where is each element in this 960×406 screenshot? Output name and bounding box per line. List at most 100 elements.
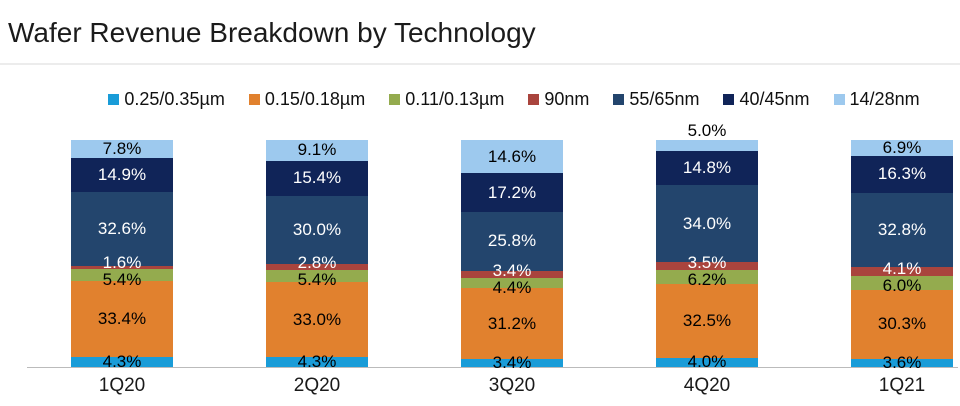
segment-value-label: 34.0% (682, 213, 732, 233)
segment-0.25/0.35µm (266, 357, 368, 367)
legend-item: 0.15/0.18µm (248, 89, 366, 110)
segment-0.25/0.35µm (461, 359, 563, 367)
legend-item: 55/65nm (613, 89, 699, 110)
segment-90nm (851, 267, 953, 277)
segment-value-label: 32.8% (877, 219, 927, 239)
segment-value-label: 17.2% (487, 182, 537, 202)
segment-value-label: 4.1% (882, 259, 922, 278)
segment-0.11/0.13µm (851, 276, 953, 291)
legend-swatch-icon (108, 94, 120, 105)
segment-value-label: 9.1% (297, 140, 337, 160)
segment-0.15/0.18µm (851, 290, 953, 359)
segment-value-label: 30.0% (292, 219, 342, 239)
x-axis-label: 1Q20 (98, 375, 146, 396)
segment-value-label: 4.4% (492, 277, 532, 297)
x-axis-label: 3Q20 (488, 375, 536, 396)
legend: 0.25/0.35µm 0.15/0.18µm 0.11/0.13µm 90nm 55/… (34, 89, 960, 110)
segment-0.15/0.18µm (266, 282, 368, 358)
chart-title: Wafer Revenue Breakdown by Technology (8, 17, 536, 48)
segment-0.11/0.13µm (461, 278, 563, 289)
segment-value-label: 3.6% (882, 352, 922, 372)
segment-14/28nm (461, 140, 563, 174)
segment-0.15/0.18µm (656, 284, 758, 358)
segment-0.15/0.18µm (71, 281, 173, 358)
legend-swatch-icon (528, 94, 540, 105)
segment-value-label: 6.0% (882, 276, 922, 295)
segment-value-label: 4.0% (687, 352, 727, 372)
x-axis-label: 4Q20 (683, 375, 731, 396)
segment-value-label: 32.5% (682, 311, 732, 331)
segment-value-label: 33.0% (292, 309, 342, 329)
segment-value-label: 4.3% (297, 352, 337, 372)
segment-value-label: 16.3% (877, 164, 927, 184)
segment-0.15/0.18µm (461, 288, 563, 360)
segment-55/65nm (266, 195, 368, 264)
x-axis-line (27, 367, 958, 368)
bar-2Q20: 9.1% 15.4% 30.0% 2.8% 5.4% 33.0% 4.3% (266, 140, 368, 371)
segment-55/65nm (71, 191, 173, 266)
segment-90nm (656, 262, 758, 271)
segment-value-label: 7.8% (102, 138, 142, 158)
segment-value-label: 32.6% (97, 218, 147, 238)
segment-value-label: 5.0% (687, 121, 727, 140)
legend-swatch-icon (248, 94, 260, 105)
segment-value-label: 6.2% (687, 270, 727, 290)
legend-item: 40/45nm (723, 89, 810, 110)
legend-label: 55/65nm (629, 89, 700, 109)
bar-3Q20: 14.6% 17.2% 25.8% 3.4% 4.4% 31.2% 3.4% (461, 140, 563, 372)
legend-swatch-icon (389, 94, 401, 105)
legend-label: 40/45nm (739, 89, 810, 109)
legend-swatch-icon (613, 94, 625, 105)
legend-item: 0.25/0.35µm (108, 89, 225, 110)
segment-value-label: 31.2% (487, 313, 537, 333)
segment-0.25/0.35µm (71, 357, 173, 367)
legend-label: 90nm (544, 89, 590, 109)
segment-0.11/0.13µm (266, 270, 368, 283)
segment-value-label: 4.3% (102, 352, 142, 372)
legend-swatch-icon (833, 94, 845, 105)
segment-0.25/0.35µm (656, 357, 758, 367)
legend-item: 90nm (528, 89, 589, 110)
segment-value-label: 30.3% (877, 314, 927, 334)
segment-14/28nm (71, 140, 173, 158)
segment-90nm (71, 265, 173, 270)
segment-14/28nm (656, 140, 758, 152)
legend-label: 0.15/0.18µm (264, 89, 366, 109)
segment-value-label: 5.4% (102, 269, 142, 289)
segment-value-label: 14.8% (682, 158, 732, 178)
chart-area: 7.8% 14.9% 32.6% 1.6% 5.4% 33.4% 4.3% 1Q20 9.1% 1… (0, 122, 960, 406)
x-axis-label: 2Q20 (293, 375, 341, 396)
segment-value-label: 5.4% (297, 270, 337, 290)
segment-90nm (266, 263, 368, 271)
segment-value-label: 3.4% (492, 353, 532, 373)
segment-14/28nm (851, 140, 953, 156)
segment-40/45nm (656, 151, 758, 185)
segment-value-label: 14.9% (97, 164, 147, 184)
segment-40/45nm (266, 160, 368, 196)
legend-label: 0.11/0.13µm (405, 89, 505, 109)
bar-1Q20: 7.8% 14.9% 32.6% 1.6% 5.4% 33.4% 4.3% (71, 139, 173, 371)
bar-1Q21: 6.9% 16.3% 32.8% 4.1% 6.0% 30.3% 3.6% (851, 138, 953, 371)
segment-55/65nm (851, 192, 953, 268)
legend-label: 0.25/0.35µm (124, 89, 225, 109)
segment-55/65nm (656, 184, 758, 263)
segment-value-label: 3.4% (492, 260, 532, 280)
legend-label: 14/28nm (849, 89, 920, 109)
segment-value-label: 2.8% (297, 253, 337, 273)
segment-14/28nm (266, 140, 368, 161)
segment-value-label: 25.8% (487, 231, 537, 251)
segment-0.11/0.13µm (71, 269, 173, 282)
segment-value-label: 14.6% (487, 146, 537, 166)
segment-value-label: 15.4% (292, 168, 342, 188)
segment-55/65nm (461, 212, 563, 271)
segment-value-label: 3.5% (687, 253, 727, 273)
x-axis-label: 1Q21 (878, 375, 926, 396)
bar-4Q20: 5.0% 14.8% 34.0% 3.5% 6.2% 32.5% 4.0% (656, 122, 758, 371)
legend-item: 14/28nm (833, 89, 920, 110)
legend-item: 0.11/0.13µm (389, 89, 504, 110)
segment-value-label: 1.6% (102, 252, 142, 272)
segment-40/45nm (851, 155, 953, 193)
segment-90nm (461, 270, 563, 279)
title-divider (0, 63, 960, 65)
